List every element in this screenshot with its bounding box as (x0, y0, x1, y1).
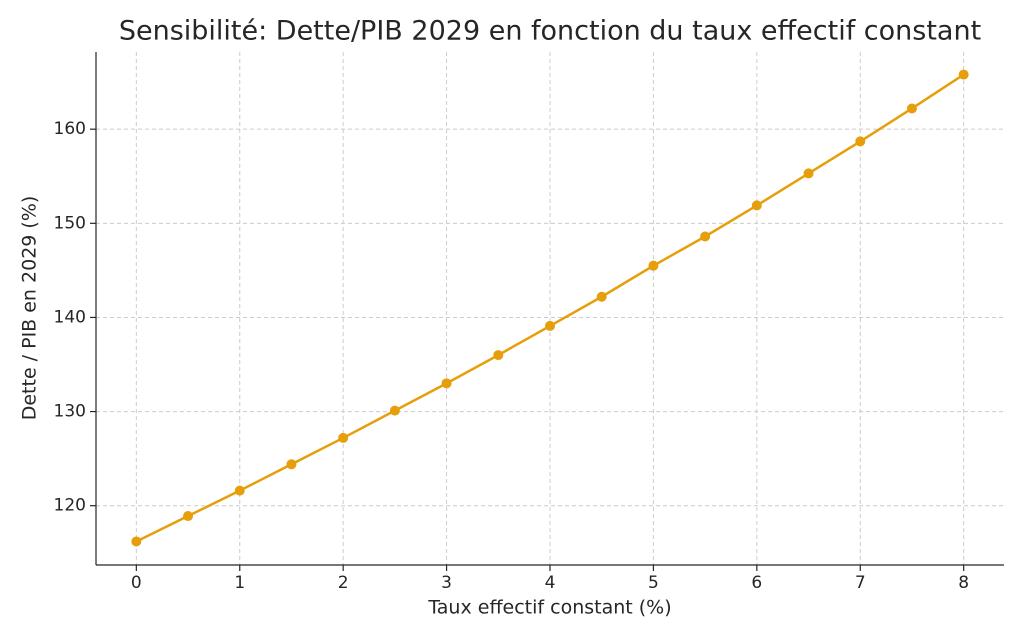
data-point (286, 459, 297, 470)
x-tick-label: 8 (958, 573, 969, 593)
y-tick-label: 150 (54, 213, 86, 233)
data-point (183, 511, 194, 522)
data-point (700, 231, 711, 242)
data-point (493, 350, 504, 361)
data-point (131, 536, 142, 547)
y-tick-label: 130 (54, 402, 86, 422)
data-point (855, 136, 866, 147)
data-point (338, 432, 349, 443)
y-tick-label: 140 (54, 307, 86, 327)
y-tick-label: 160 (54, 119, 86, 139)
data-point (648, 260, 659, 271)
data-point (234, 485, 245, 496)
x-axis-label: Taux effectif constant (%) (427, 597, 671, 619)
data-point (545, 320, 555, 331)
data-point (958, 69, 969, 80)
x-tick-label: 4 (545, 573, 556, 593)
y-axis-label: Dette / PIB en 2029 (%) (19, 196, 41, 421)
data-point (441, 378, 452, 389)
x-tick-label: 7 (855, 573, 866, 593)
data-point (803, 168, 814, 179)
data-point (906, 103, 917, 114)
x-tick-label: 2 (338, 573, 349, 593)
x-tick-label: 1 (234, 573, 245, 593)
data-point (751, 200, 762, 211)
data-point (596, 291, 607, 302)
x-tick-label: 3 (441, 573, 452, 593)
x-tick-label: 6 (751, 573, 762, 593)
x-tick-label: 5 (648, 573, 659, 593)
data-point (389, 405, 400, 416)
chart-title: Sensibilité: Dette/PIB 2029 en fonction … (119, 16, 981, 47)
y-tick-label: 120 (54, 496, 86, 516)
x-tick-label: 0 (131, 573, 142, 593)
